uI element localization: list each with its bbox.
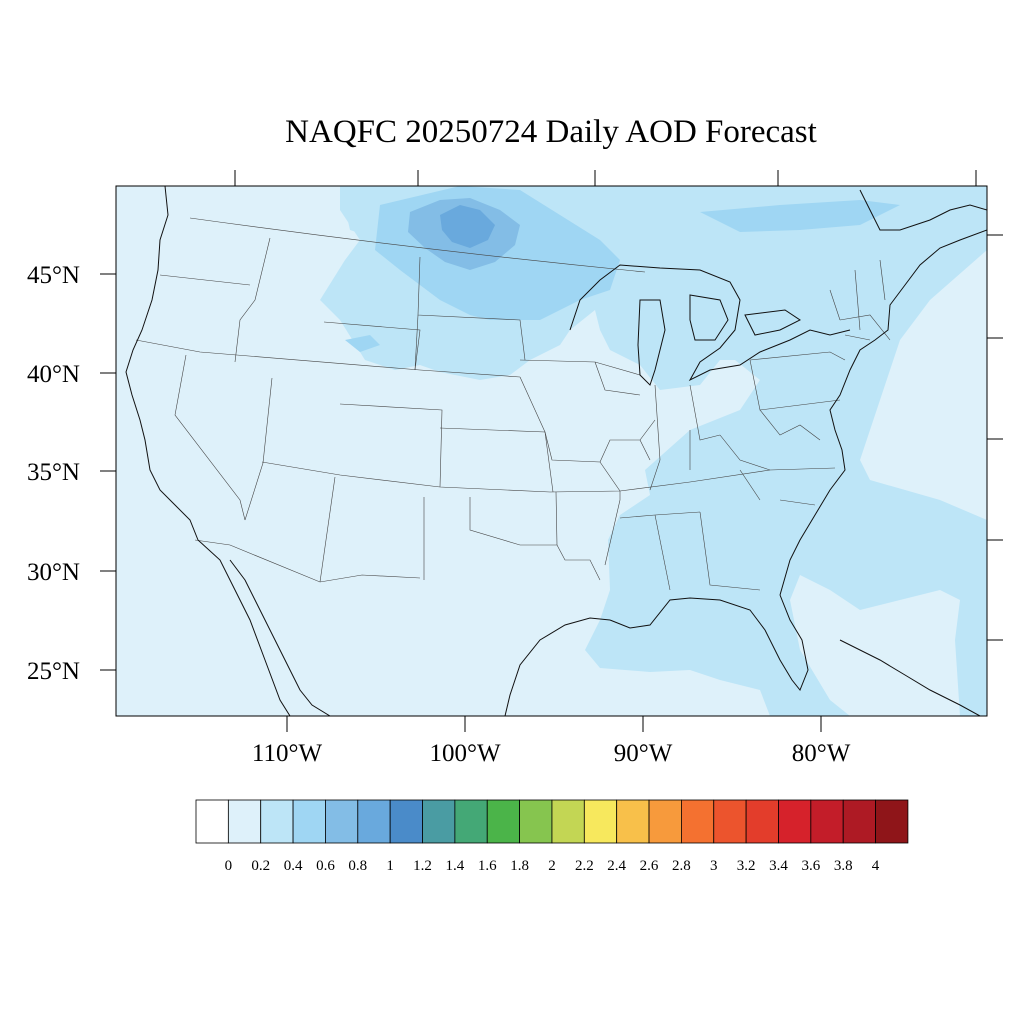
left-ticks xyxy=(100,273,116,671)
colorbar-tick-label: 0.4 xyxy=(284,858,303,874)
lat-label-40: 40°N xyxy=(27,361,80,388)
colorbar-box xyxy=(389,799,423,844)
colorbar-box xyxy=(195,799,229,844)
lat-label-30: 30°N xyxy=(27,559,80,586)
colorbar-box xyxy=(519,799,553,844)
colorbar-box xyxy=(325,799,359,844)
colorbar-tick-label: 1.8 xyxy=(510,858,529,874)
colorbar-tick-label: 2.4 xyxy=(607,858,626,874)
colorbar-box xyxy=(454,799,488,844)
colorbar-box xyxy=(551,799,585,844)
colorbar-box xyxy=(745,799,779,844)
lat-label-35: 35°N xyxy=(27,459,80,486)
latitude-labels: 45°N 40°N 35°N 30°N 25°N xyxy=(27,262,80,685)
coastlines xyxy=(125,186,987,716)
colorbar-tick-label: 3.4 xyxy=(769,858,788,874)
colorbar-tick-label: 3.8 xyxy=(834,858,853,874)
colorbar-tick-label: 4 xyxy=(872,858,880,874)
colorbar-tick-label: 0.2 xyxy=(251,858,270,874)
colorbar-box xyxy=(486,799,520,844)
colorbar-tick-label: 1.4 xyxy=(446,858,465,874)
colorbar-box xyxy=(422,799,456,844)
colorbar-box xyxy=(681,799,715,844)
aod-patch-utah xyxy=(345,335,380,352)
colorbar-tick-label: 0.6 xyxy=(316,858,335,874)
colorbar-box xyxy=(875,799,909,844)
map-title: NAQFC 20250724 Daily AOD Forecast xyxy=(285,114,817,150)
colorbar-box xyxy=(583,799,618,844)
colorbar-tick-label: 2.2 xyxy=(575,858,594,874)
colorbar-tick-label: 1.6 xyxy=(478,858,497,874)
colorbar-tick-label: 0 xyxy=(225,858,233,874)
right-ticks xyxy=(987,234,1003,641)
colorbar-tick-label: 3 xyxy=(710,858,718,874)
colorbar-box xyxy=(292,799,326,844)
longitude-labels: 110°W 100°W 90°W 80°W xyxy=(252,740,851,767)
colorbar-labels: 0 0.2 0.4 0.6 0.8 1 1.2 1.4 1.6 1.8 2 2.2 2.4 2.6 2.8 3… xyxy=(225,858,880,874)
colorbar-tick-label: 3.6 xyxy=(801,858,820,874)
colorbar-box xyxy=(616,799,650,844)
lon-label-110w: 110°W xyxy=(252,740,323,767)
lat-label-25: 25°N xyxy=(27,658,80,685)
colorbar-tick-label: 3.2 xyxy=(737,858,756,874)
colorbar-box xyxy=(842,799,876,844)
colorbar-tick-label: 1.2 xyxy=(413,858,432,874)
state-boundaries xyxy=(135,217,891,591)
colorbar-box xyxy=(227,799,262,844)
colorbar-tick-label: 2.6 xyxy=(640,858,659,874)
colorbar-tick-label: 2.8 xyxy=(672,858,691,874)
colorbar-box xyxy=(357,799,391,844)
colorbar-box xyxy=(778,799,812,844)
colorbar-tick-label: 1 xyxy=(386,858,394,874)
top-ticks xyxy=(234,170,977,186)
colorbar-box xyxy=(260,799,294,844)
lon-label-100w: 100°W xyxy=(429,740,500,767)
colorbar-box xyxy=(810,799,844,844)
lat-label-45: 45°N xyxy=(27,262,80,289)
bottom-ticks xyxy=(286,716,822,732)
aod-fill-0-8-1-0 xyxy=(440,205,495,248)
colorbar xyxy=(195,799,909,844)
colorbar-box xyxy=(713,799,747,844)
colorbar-tick-label: 0.8 xyxy=(348,858,367,874)
lon-label-90w: 90°W xyxy=(614,740,673,767)
map-plot-area xyxy=(116,186,987,716)
lon-label-80w: 80°W xyxy=(792,740,851,767)
map-frame xyxy=(115,185,988,717)
colorbar-box xyxy=(648,799,682,844)
colorbar-tick-label: 2 xyxy=(548,858,556,874)
